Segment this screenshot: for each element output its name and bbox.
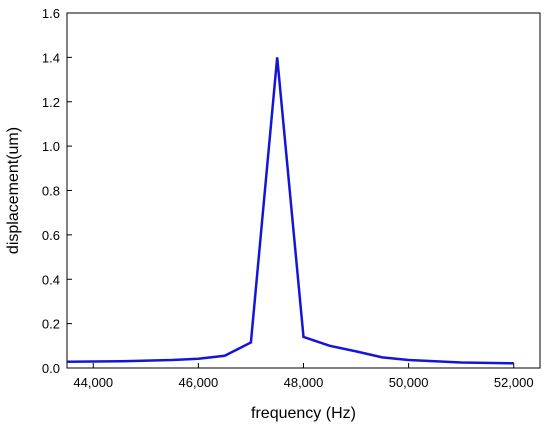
- x-tick-label: 50,000: [389, 375, 429, 390]
- plot-frame: [66, 12, 541, 369]
- series-line: [66, 57, 514, 365]
- x-axis: 44,000 46,000 48,000 50,000 52,000: [73, 363, 534, 390]
- y-tick-label: 0.6: [42, 228, 60, 243]
- y-tick-label: 1.4: [42, 50, 60, 65]
- y-tick-label: 1.0: [42, 139, 60, 154]
- y-tick-label: 0.0: [42, 361, 60, 376]
- x-tick-label: 48,000: [284, 375, 324, 390]
- y-tick-label: 1.6: [42, 6, 60, 21]
- x-axis-label: frequency (Hz): [251, 405, 356, 422]
- y-axis-label: displacement(um): [5, 127, 22, 254]
- x-tick-label: 46,000: [179, 375, 219, 390]
- y-tick-label: 1.2: [42, 95, 60, 110]
- y-axis: 0.0 0.2 0.4 0.6 0.8 1.0 1.2 1.4 1.6: [42, 6, 72, 376]
- y-tick-label: 0.2: [42, 317, 60, 332]
- x-tick-label: 52,000: [494, 375, 534, 390]
- y-tick-label: 0.8: [42, 184, 60, 199]
- y-tick-label: 0.4: [42, 272, 60, 287]
- x-tick-label: 44,000: [73, 375, 113, 390]
